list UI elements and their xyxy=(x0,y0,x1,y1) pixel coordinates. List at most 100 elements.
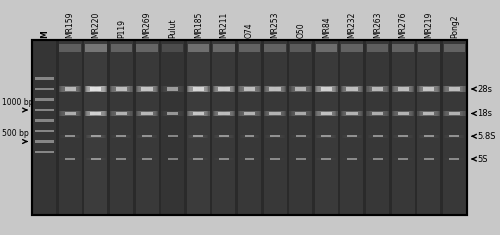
Bar xyxy=(248,86,250,92)
Bar xyxy=(216,135,232,138)
Bar xyxy=(142,87,152,91)
Text: O74: O74 xyxy=(245,22,254,38)
Bar xyxy=(136,86,158,92)
Bar xyxy=(320,86,333,92)
Bar xyxy=(348,86,356,92)
Bar xyxy=(67,86,73,92)
Bar xyxy=(450,135,460,138)
Bar xyxy=(400,111,406,116)
Bar xyxy=(138,135,156,138)
Bar xyxy=(443,111,466,116)
Bar xyxy=(94,86,98,92)
Bar xyxy=(346,158,358,160)
Bar xyxy=(345,111,358,116)
Bar xyxy=(120,135,124,138)
Bar xyxy=(140,86,154,92)
Bar xyxy=(348,111,356,116)
Bar xyxy=(348,86,356,92)
Bar xyxy=(418,111,440,116)
Bar xyxy=(194,158,202,160)
Bar xyxy=(392,111,414,116)
Bar xyxy=(246,135,254,138)
Bar xyxy=(142,158,152,160)
Bar xyxy=(64,135,76,138)
Bar xyxy=(290,111,312,116)
Bar xyxy=(94,135,98,138)
Bar xyxy=(94,158,98,160)
Bar xyxy=(162,86,184,92)
Bar xyxy=(273,158,277,160)
Bar xyxy=(451,111,458,116)
Bar xyxy=(396,111,411,116)
Bar xyxy=(165,111,180,116)
Bar xyxy=(298,111,304,116)
Bar xyxy=(167,112,178,115)
Bar xyxy=(144,86,150,92)
Bar xyxy=(112,135,132,138)
Bar xyxy=(114,86,128,92)
Bar xyxy=(196,158,200,160)
Bar xyxy=(192,158,204,160)
Bar xyxy=(350,135,354,138)
Bar xyxy=(428,86,430,92)
Bar xyxy=(324,158,330,160)
Bar xyxy=(342,135,362,138)
Bar xyxy=(267,135,283,138)
Bar xyxy=(322,111,331,116)
Bar xyxy=(168,158,176,160)
Bar xyxy=(245,86,254,92)
Bar xyxy=(218,112,230,115)
Bar xyxy=(290,111,311,116)
Bar xyxy=(146,86,148,92)
Bar xyxy=(142,111,152,116)
Text: MR211: MR211 xyxy=(220,12,228,38)
Bar xyxy=(298,111,303,116)
Bar xyxy=(188,158,208,160)
Bar xyxy=(69,86,71,92)
Bar xyxy=(270,135,280,137)
Bar xyxy=(272,135,278,138)
Bar xyxy=(61,158,79,160)
Bar xyxy=(422,135,436,138)
Bar xyxy=(269,135,281,138)
Bar xyxy=(114,111,130,116)
Bar xyxy=(64,112,76,115)
Bar xyxy=(167,86,178,92)
Bar xyxy=(295,87,306,91)
Bar xyxy=(192,135,204,138)
Bar xyxy=(372,158,382,160)
Bar xyxy=(242,158,258,160)
Bar xyxy=(69,135,71,138)
Bar xyxy=(95,135,97,138)
Bar xyxy=(64,111,76,116)
Bar xyxy=(168,86,177,92)
Bar xyxy=(270,158,280,160)
Bar xyxy=(398,111,407,116)
Text: P119: P119 xyxy=(117,19,126,38)
Bar xyxy=(294,86,308,92)
Bar xyxy=(423,112,434,115)
Bar xyxy=(346,112,358,115)
Bar xyxy=(170,111,176,116)
Bar xyxy=(68,86,72,92)
Bar xyxy=(222,111,226,116)
Bar xyxy=(187,111,210,116)
Bar xyxy=(418,86,440,92)
Bar xyxy=(376,135,378,138)
Bar xyxy=(398,158,408,160)
Bar xyxy=(221,135,227,138)
Bar xyxy=(190,111,208,116)
Bar xyxy=(90,86,102,92)
Bar xyxy=(218,158,230,160)
Bar xyxy=(89,111,102,116)
Text: 5S: 5S xyxy=(477,154,488,164)
Bar xyxy=(376,111,378,116)
Bar xyxy=(444,86,464,92)
Bar xyxy=(240,135,258,138)
Bar xyxy=(114,135,130,138)
Bar xyxy=(366,111,389,116)
Bar xyxy=(446,86,462,92)
Bar xyxy=(340,40,363,215)
Bar xyxy=(93,158,99,160)
Bar xyxy=(194,135,203,137)
